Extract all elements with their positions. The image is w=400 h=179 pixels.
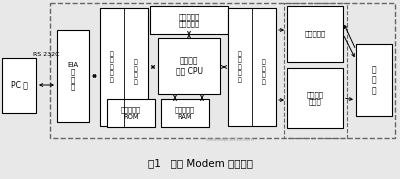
Bar — [2, 58, 36, 113]
Text: 串
并
转
换: 串 并 转 换 — [134, 59, 138, 84]
Bar — [107, 99, 155, 127]
Text: 电
话
网: 电 话 网 — [372, 65, 376, 95]
Text: 图1   智能 Modem 构成框图: 图1 智能 Modem 构成框图 — [148, 158, 252, 168]
Bar — [284, 3, 347, 138]
Text: EIA
驱
动
器: EIA 驱 动 器 — [68, 62, 78, 90]
Text: 定时器及外
围驱动电路: 定时器及外 围驱动电路 — [178, 13, 200, 27]
Text: www.eepronics.com: www.eepronics.com — [206, 137, 254, 142]
Text: 程序存储器
ROM: 程序存储器 ROM — [121, 106, 141, 120]
Bar — [158, 38, 220, 94]
Text: 调制与解调: 调制与解调 — [304, 31, 326, 37]
Bar — [57, 30, 89, 122]
Text: 中央处理
单元 CPU: 中央处理 单元 CPU — [176, 56, 202, 76]
Bar — [228, 8, 276, 126]
Text: 通
信
适
配
器: 通 信 适 配 器 — [110, 51, 114, 83]
Bar — [356, 44, 392, 116]
Text: 串
并
转
换: 串 并 转 换 — [262, 59, 266, 84]
Bar — [161, 99, 209, 127]
Text: PC 机: PC 机 — [10, 81, 28, 90]
Text: 自动拨号
与应答: 自动拨号 与应答 — [306, 91, 324, 105]
Text: 数据存储器
RAM: 数据存储器 RAM — [175, 106, 195, 120]
Bar — [100, 8, 148, 126]
Text: RS 232C: RS 232C — [33, 52, 59, 57]
Bar — [287, 68, 343, 128]
Bar — [150, 6, 228, 34]
Bar — [50, 3, 395, 138]
Bar — [287, 6, 343, 62]
Text: 通
信
适
配
器: 通 信 适 配 器 — [238, 51, 242, 83]
